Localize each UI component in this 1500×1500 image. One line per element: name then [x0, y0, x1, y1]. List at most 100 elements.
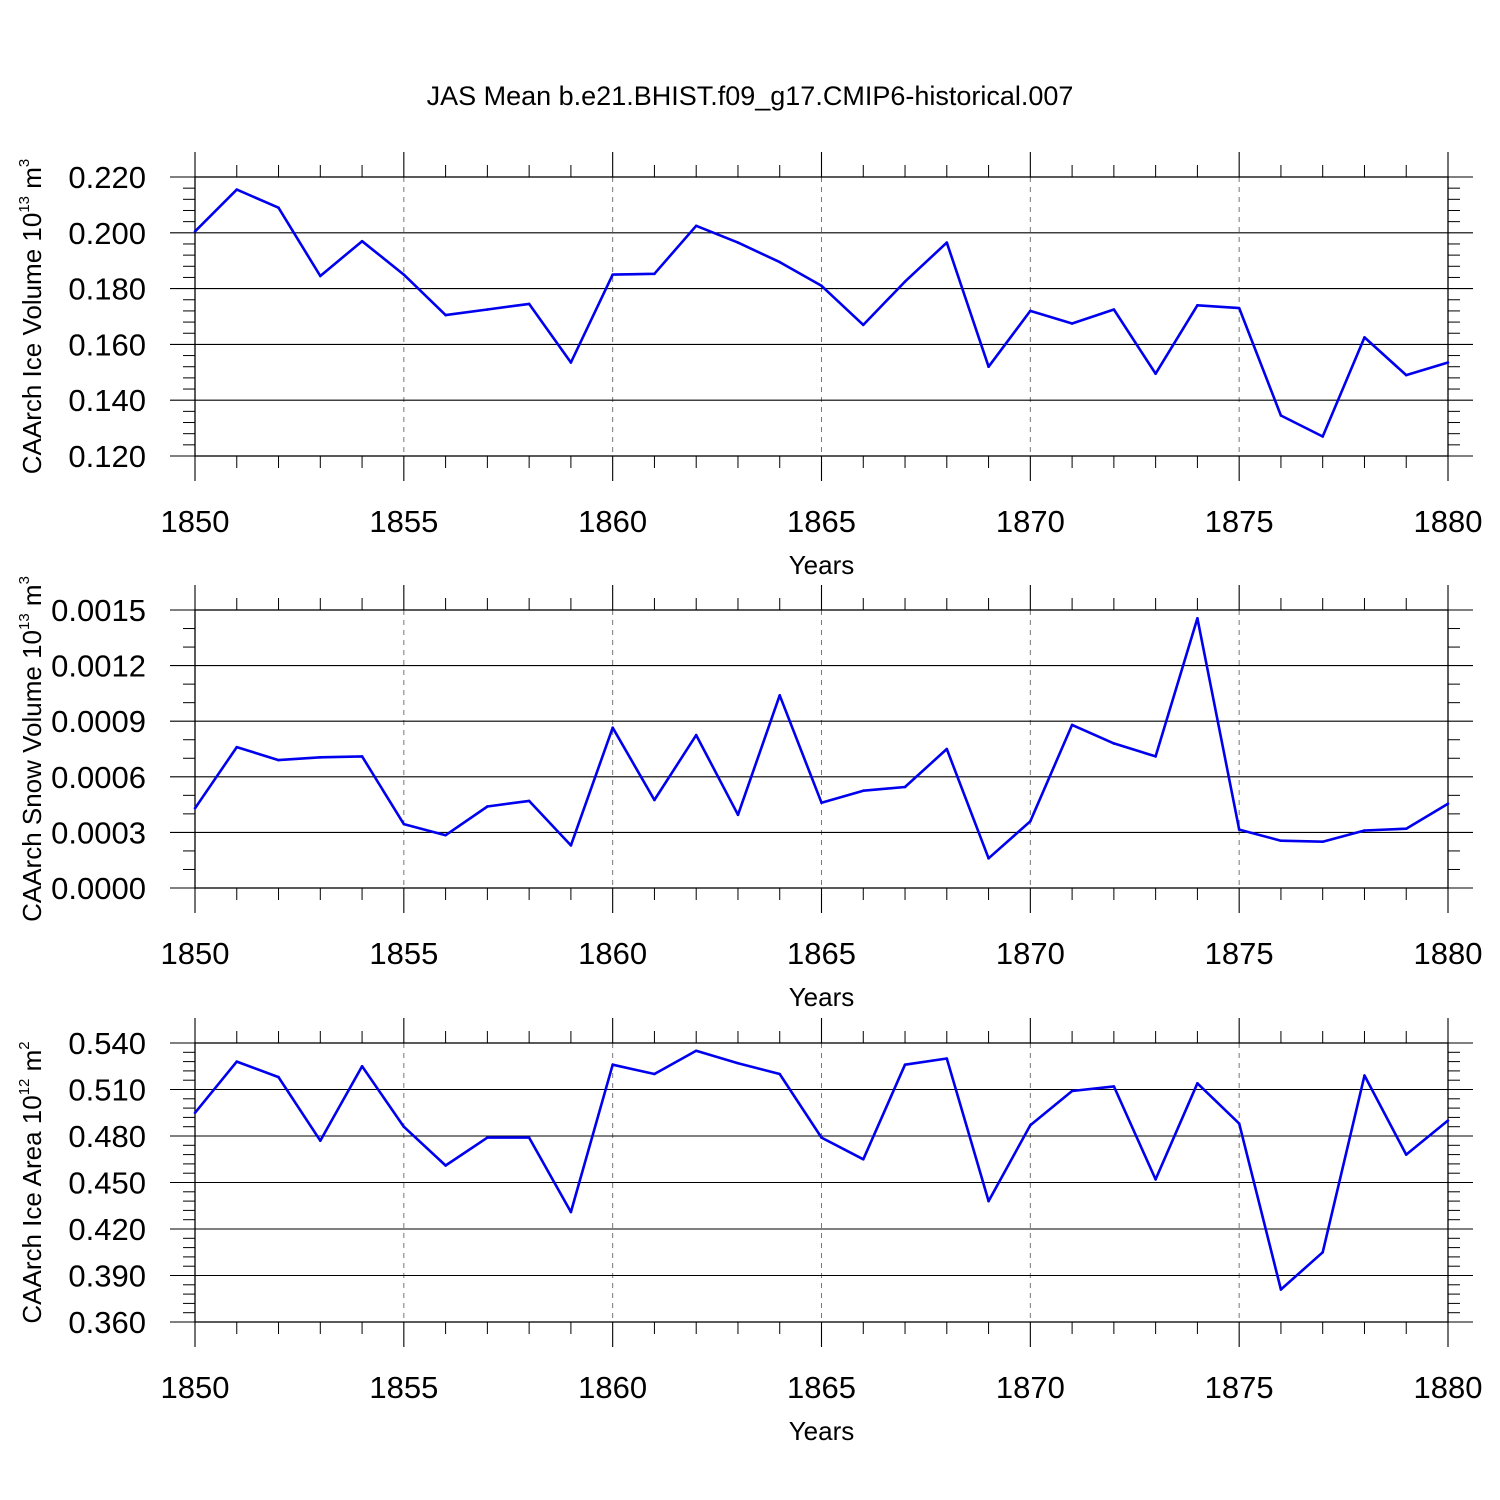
ice-volume-ylabel-part: CAArch Ice Volume 10	[17, 213, 47, 475]
ice-area-data-point	[1404, 1153, 1408, 1156]
ice-area-data-point	[1070, 1089, 1074, 1093]
snow-volume-data-point	[1029, 819, 1032, 823]
ice-area-data-point	[1154, 1178, 1157, 1181]
ice-volume-data-point	[193, 230, 197, 233]
ice-volume-data-point	[1237, 306, 1241, 310]
ice-volume-data-point	[1154, 372, 1157, 375]
ice-volume-data-point	[444, 313, 447, 317]
ice-area-data-point	[1279, 1288, 1283, 1291]
snow-volume-data-point	[319, 756, 322, 759]
snow-volume-data-point	[1446, 802, 1450, 805]
snow-volume-data-point	[1279, 839, 1283, 843]
snow-volume-data-point	[1070, 723, 1074, 727]
figure-title: JAS Mean b.e21.BHIST.f09_g17.CMIP6-histo…	[427, 81, 1074, 111]
ice-area-data-point	[193, 1111, 197, 1115]
ice-area-data-point	[402, 1125, 406, 1128]
snow-volume-data-point	[235, 745, 239, 749]
ice-volume-data-point	[903, 280, 907, 283]
ice-area-data-point	[1237, 1122, 1241, 1125]
snow-volume-xtick-label: 1880	[1414, 936, 1483, 971]
ice-area-data-point	[736, 1061, 740, 1065]
ice-area-panel: 0.360 0.390 0.420 0.450 0.480 0.510 0.540 1850 1…	[16, 1018, 1482, 1446]
ice-volume-xtick-label: 1855	[369, 504, 438, 539]
ice-volume-ytick-label: 0.180	[68, 272, 146, 307]
ice-volume-ylabel-part: 13	[16, 196, 33, 213]
snow-volume-data-point	[945, 747, 949, 751]
snow-volume-data-point	[903, 785, 907, 789]
panels: 0.120 0.140 0.160 0.180 0.200 0.220 1850 1855 18…	[16, 152, 1482, 1446]
snow-volume-data-point	[861, 789, 865, 792]
ice-area-data-point	[820, 1136, 823, 1139]
snow-volume-ytick-label: 0.0012	[51, 649, 146, 684]
ice-area-ylabel-part: CAArch Ice Area 10	[17, 1095, 47, 1323]
ice-volume-data-point	[402, 273, 406, 276]
snow-volume-ylabel: CAArch Snow Volume 1013 m3	[16, 576, 47, 922]
ice-volume-ytick-label: 0.200	[68, 216, 146, 251]
ice-area-ytick-label: 0.390	[68, 1259, 146, 1294]
ice-volume-data-point	[360, 239, 364, 243]
snow-volume-data-point	[193, 807, 197, 810]
snow-volume-ytick-label: 0.0000	[51, 871, 146, 906]
snow-volume-xtick-label: 1850	[161, 936, 230, 971]
ice-area-xtick-label: 1850	[161, 1370, 230, 1405]
ice-volume-xtick-label: 1865	[787, 504, 856, 539]
ice-volume-xtick-label: 1860	[578, 504, 647, 539]
ice-area-data-point	[861, 1157, 865, 1161]
ice-volume-data-point	[486, 308, 489, 311]
ice-volume-data-point	[778, 260, 782, 264]
ice-area-xlabel: Years	[789, 1416, 855, 1446]
ice-area-data-point	[360, 1064, 364, 1068]
ice-volume-data-point	[611, 273, 614, 276]
ice-volume-data-point	[820, 284, 823, 288]
ice-area-data-point	[527, 1136, 531, 1139]
snow-volume-xtick-label: 1875	[1205, 936, 1274, 971]
snow-volume-data-point	[1154, 755, 1157, 758]
ice-volume-data-point	[1404, 373, 1408, 377]
snow-volume-ylabel-part: 3	[16, 576, 33, 584]
ice-area-data-point	[778, 1072, 782, 1076]
snow-volume-ylabel-part: CAArch Snow Volume 10	[17, 630, 47, 922]
ice-volume-data-point	[653, 272, 656, 276]
ice-area-data-point	[1363, 1074, 1366, 1077]
ice-volume-xtick-label: 1880	[1414, 504, 1483, 539]
ice-volume-data-point	[861, 323, 865, 327]
ice-area-data-point	[1321, 1250, 1324, 1254]
snow-volume-data-point	[1112, 742, 1116, 745]
ice-volume-data-point	[277, 206, 280, 209]
snow-volume-data-point	[402, 822, 406, 826]
snow-volume-data-point	[694, 733, 698, 737]
ice-volume-data-point	[319, 274, 322, 278]
ice-volume-xtick-label: 1875	[1205, 504, 1274, 539]
ice-area-xtick-label: 1855	[369, 1370, 438, 1405]
ice-volume-data-point	[235, 188, 239, 191]
ice-volume-data-point	[987, 365, 990, 369]
ice-area-data-point	[945, 1057, 949, 1060]
snow-volume-data-point	[486, 805, 489, 808]
ice-volume-data-point	[1196, 304, 1199, 307]
ice-area-data-point	[987, 1199, 990, 1203]
ice-volume-xlabel: Years	[789, 550, 855, 580]
ice-volume-data-point	[1363, 336, 1366, 339]
snow-volume-xlabel: Years	[789, 982, 855, 1012]
snow-volume-data-point	[1404, 827, 1408, 830]
ice-area-xtick-label: 1870	[996, 1370, 1065, 1405]
ice-area-data-point	[903, 1063, 907, 1066]
ice-area-data-point	[319, 1139, 322, 1142]
snow-volume-data-point	[360, 755, 364, 758]
snow-volume-xtick-label: 1860	[578, 936, 647, 971]
ice-volume-ylabel-part: 3	[16, 159, 33, 167]
snow-volume-ytick-label: 0.0015	[51, 593, 146, 628]
snow-volume-data-point	[1196, 617, 1199, 620]
snow-volume-data-point	[1237, 828, 1241, 831]
snow-volume-data-point	[444, 833, 447, 837]
ice-volume-data-point	[1446, 361, 1450, 364]
ice-area-ylabel: CAArch Ice Area 1012 m2	[16, 1041, 47, 1323]
snow-volume-ylabel-part: 13	[16, 613, 33, 630]
ice-volume-ylabel: CAArch Ice Volume 1013 m3	[16, 159, 47, 475]
ice-area-data-point	[569, 1210, 573, 1214]
snow-volume-xtick-label: 1855	[369, 936, 438, 971]
ice-volume-ytick-label: 0.120	[68, 439, 146, 474]
ice-area-data-point	[235, 1060, 239, 1063]
ice-area-xtick-label: 1860	[578, 1370, 647, 1405]
